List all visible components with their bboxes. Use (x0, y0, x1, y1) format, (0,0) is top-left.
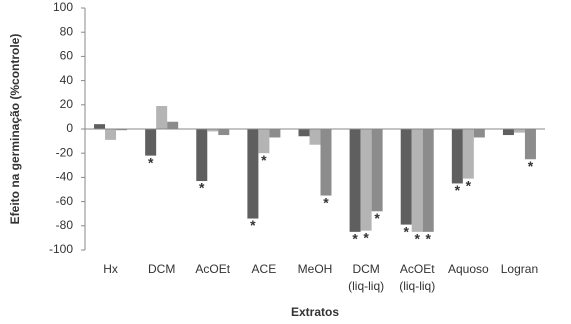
bar (371, 129, 383, 212)
bar (207, 129, 219, 132)
bar (258, 129, 270, 154)
significance-mark: * (414, 231, 420, 247)
y-tick-label: 80 (60, 24, 74, 38)
bar (524, 129, 536, 160)
y-tick-label: 60 (60, 49, 74, 63)
x-tick-label: (liq-liq) (348, 279, 384, 293)
bar (422, 129, 434, 232)
bar (145, 129, 157, 156)
significance-mark: * (199, 180, 205, 196)
bar (298, 129, 310, 137)
y-tick-label: -60 (56, 194, 74, 208)
bar (502, 129, 514, 136)
x-axis-title: Extratos (291, 305, 339, 319)
bar (360, 129, 372, 231)
bar (320, 129, 332, 196)
bar (105, 129, 117, 140)
bar (269, 129, 281, 138)
x-tick-label: AcOEt (195, 262, 230, 276)
bar (309, 129, 321, 145)
y-tick-label: 20 (60, 97, 74, 111)
bar (462, 129, 474, 179)
bar (94, 124, 106, 129)
significance-mark: * (455, 182, 461, 198)
x-tick-label: DCM (352, 262, 379, 276)
x-tick-label: DCM (148, 262, 175, 276)
bar (473, 129, 485, 138)
x-tick-label: (liq-liq) (399, 279, 435, 293)
bar (451, 129, 463, 184)
bar (167, 121, 179, 129)
bar (349, 129, 361, 232)
y-tick-label: -40 (56, 170, 74, 184)
x-tick-label: ACE (252, 262, 277, 276)
x-tick-label: Aquoso (448, 262, 489, 276)
y-tick-label: -80 (56, 218, 74, 232)
y-axis-title: Efeito na germinação (%controle) (8, 34, 22, 225)
significance-mark: * (466, 177, 472, 193)
significance-mark: * (250, 217, 256, 233)
bar (218, 129, 230, 136)
bar (196, 129, 208, 182)
bar (116, 129, 128, 131)
y-tick-label: -100 (49, 242, 73, 256)
x-tick-label: Hx (103, 262, 118, 276)
significance-mark: * (352, 231, 358, 247)
bar (156, 106, 168, 129)
y-tick-label: 0 (66, 121, 73, 135)
significance-mark: * (403, 223, 409, 239)
significance-mark: * (425, 231, 431, 247)
y-tick-label: 100 (53, 0, 73, 14)
y-tick-label: 40 (60, 73, 74, 87)
bar (513, 129, 525, 133)
bar (400, 129, 412, 225)
significance-mark: * (363, 229, 369, 245)
significance-mark: * (374, 210, 380, 226)
significance-mark: * (148, 154, 154, 170)
significance-mark: * (528, 158, 534, 174)
x-tick-label: Logran (501, 262, 538, 276)
bar (411, 129, 423, 232)
significance-mark: * (261, 152, 267, 168)
x-tick-label: AcOEt (400, 262, 435, 276)
x-tick-label: MeOH (298, 262, 333, 276)
significance-mark: * (323, 194, 329, 210)
bar (247, 129, 259, 219)
y-tick-label: -20 (56, 145, 74, 159)
